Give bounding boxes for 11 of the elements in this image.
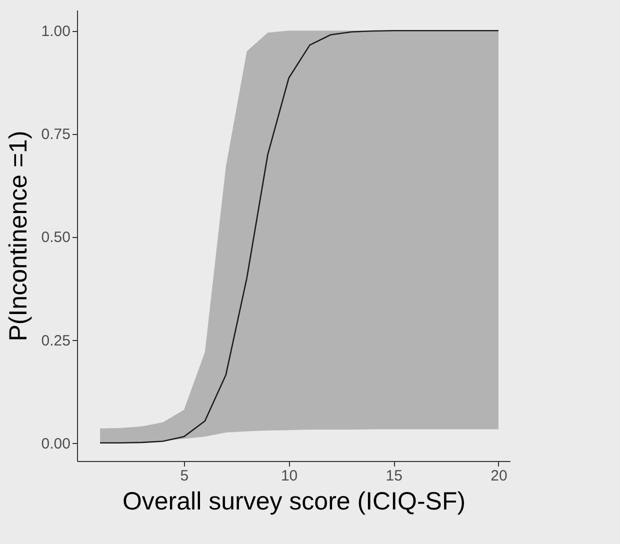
- x-tick-label: 15: [386, 468, 402, 484]
- y-tick-label: 0.25: [41, 332, 70, 350]
- y-tick-label: 0.00: [41, 435, 70, 452]
- x-tick-label: 10: [280, 468, 298, 484]
- y-tick-label: 0.75: [41, 126, 70, 144]
- x-axis-title: Overall survey score (ICIQ-SF): [122, 488, 466, 516]
- x-tick-label: 20: [490, 468, 508, 484]
- x-tick-label: 5: [180, 468, 189, 484]
- y-tick-label: 1.00: [41, 23, 70, 40]
- y-axis-title: P(Incontinence =1): [4, 130, 32, 342]
- y-tick-label: 0.50: [41, 229, 70, 246]
